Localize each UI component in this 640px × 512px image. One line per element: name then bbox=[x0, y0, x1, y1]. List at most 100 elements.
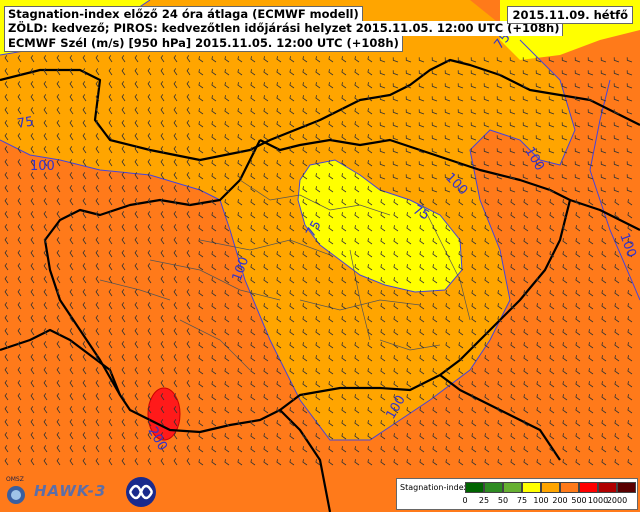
wind-barb bbox=[497, 407, 503, 414]
wind-barb bbox=[186, 68, 191, 76]
wind-barb bbox=[108, 263, 113, 271]
wind-barb bbox=[458, 303, 464, 310]
wind-barb bbox=[431, 187, 438, 193]
wind-barb bbox=[445, 238, 451, 245]
wind-barb bbox=[445, 394, 451, 401]
wind-barb bbox=[354, 342, 360, 349]
wind-barb bbox=[496, 135, 503, 141]
contour-label: 75 bbox=[410, 202, 432, 223]
wind-barb bbox=[392, 174, 399, 180]
wind-barb bbox=[484, 381, 490, 388]
wind-barb bbox=[445, 381, 451, 388]
wind-barb bbox=[147, 445, 152, 453]
wind-barb bbox=[211, 199, 217, 206]
wind-barb bbox=[43, 198, 48, 206]
wind-barb bbox=[4, 133, 9, 141]
wind-barb bbox=[121, 120, 126, 128]
wind-barb bbox=[198, 381, 204, 388]
wind-barb bbox=[198, 212, 204, 219]
wind-barb bbox=[56, 419, 61, 427]
wind-barb bbox=[588, 251, 594, 258]
wind-barb bbox=[627, 251, 633, 258]
wind-barb bbox=[237, 160, 243, 167]
wind-barb bbox=[328, 433, 334, 440]
wind-barb bbox=[497, 277, 503, 284]
wind-barb bbox=[302, 69, 308, 76]
wind-barb bbox=[496, 83, 503, 89]
wind-barb bbox=[587, 57, 594, 63]
wind-barb bbox=[458, 212, 464, 219]
wind-barb bbox=[548, 57, 555, 63]
wind-barb bbox=[30, 107, 35, 115]
wind-barb bbox=[30, 198, 35, 206]
wind-barb bbox=[432, 251, 438, 258]
contour-label: 100 bbox=[30, 159, 55, 174]
header-wind-text: ECMWF Szél (m/s) [950 hPa] 2015.11.05. 1… bbox=[4, 36, 403, 52]
wind-barb bbox=[588, 394, 594, 401]
wind-barb bbox=[405, 174, 412, 180]
wind-barb bbox=[56, 393, 61, 401]
wind-barb bbox=[108, 341, 113, 349]
wind-barb bbox=[95, 211, 100, 219]
wind-barb bbox=[548, 70, 555, 76]
wind-barb bbox=[69, 393, 74, 401]
wind-barb bbox=[17, 68, 22, 76]
wind-barb bbox=[173, 393, 178, 401]
wind-barb bbox=[393, 251, 399, 258]
wind-barb bbox=[224, 199, 230, 206]
header-title: Stagnation-index előző 24 óra átlaga (EC… bbox=[4, 6, 363, 22]
wind-barb bbox=[392, 83, 399, 89]
wind-barb bbox=[211, 277, 217, 284]
wind-barb bbox=[613, 83, 620, 89]
wind-barb bbox=[588, 407, 594, 414]
wind-barb bbox=[108, 406, 113, 414]
wind-barb bbox=[56, 68, 61, 76]
wind-barb bbox=[601, 420, 607, 427]
wind-barb bbox=[186, 81, 191, 89]
wind-barb bbox=[470, 187, 477, 193]
wind-barb bbox=[160, 315, 165, 323]
wind-barb bbox=[354, 407, 360, 414]
wind-barb bbox=[17, 393, 22, 401]
wind-barb bbox=[4, 315, 9, 323]
wind-barb bbox=[601, 459, 607, 466]
wind-barb bbox=[601, 446, 607, 453]
wind-barb bbox=[95, 328, 100, 336]
legend-swatch bbox=[503, 482, 522, 493]
wind-barb bbox=[497, 342, 503, 349]
wind-barb bbox=[237, 82, 243, 89]
wind-barb bbox=[392, 57, 399, 63]
wind-barb bbox=[419, 420, 425, 427]
wind-barb bbox=[276, 134, 282, 141]
wind-barb bbox=[328, 329, 334, 336]
wind-barb bbox=[173, 211, 178, 219]
wind-barb bbox=[302, 134, 308, 141]
wind-barb bbox=[134, 302, 139, 310]
wind-barb bbox=[250, 134, 256, 141]
wind-barb bbox=[263, 238, 269, 245]
wind-barb bbox=[380, 394, 386, 401]
wind-barb bbox=[108, 120, 113, 128]
wind-barb bbox=[186, 341, 191, 349]
wind-barb bbox=[134, 328, 139, 336]
contour-75-core bbox=[297, 159, 463, 293]
wind-barb bbox=[444, 57, 451, 63]
wind-barb bbox=[510, 303, 516, 310]
wind-barb bbox=[95, 185, 100, 193]
wind-barb bbox=[302, 56, 308, 63]
wind-barb bbox=[95, 380, 100, 388]
wind-barb bbox=[406, 329, 412, 336]
wind-barb bbox=[549, 342, 555, 349]
wind-barb bbox=[56, 302, 61, 310]
wind-barb bbox=[198, 459, 204, 466]
wind-barb bbox=[354, 381, 360, 388]
wind-barb bbox=[445, 290, 451, 297]
wind-barb bbox=[134, 250, 139, 258]
wind-barb bbox=[69, 380, 74, 388]
wind-barb bbox=[30, 68, 35, 76]
wind-barb bbox=[471, 277, 477, 284]
wind-barb bbox=[471, 355, 477, 362]
wind-barb bbox=[561, 135, 568, 141]
wind-barb bbox=[379, 187, 386, 193]
wind-barb bbox=[627, 355, 633, 362]
